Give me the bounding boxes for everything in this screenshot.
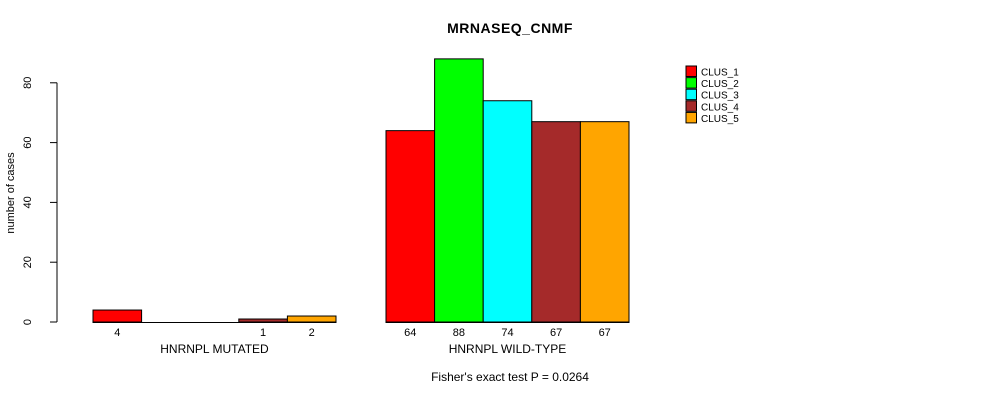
bar <box>579 121 630 323</box>
y-tick-label: 80 <box>22 77 34 89</box>
legend-label: CLUS_3 <box>701 91 739 102</box>
bar <box>238 318 288 323</box>
legend-label: CLUS_2 <box>701 79 739 90</box>
legend-swatch <box>685 77 697 89</box>
y-tick-label: 20 <box>22 256 34 268</box>
y-tick-label: 60 <box>22 136 34 148</box>
legend-label: CLUS_5 <box>701 114 739 125</box>
bar-value-label: 88 <box>453 327 465 339</box>
legend-swatch <box>685 100 697 112</box>
legend-label: CLUS_1 <box>701 68 739 79</box>
legend-label: CLUS_4 <box>701 102 739 113</box>
bar <box>482 100 533 323</box>
bar-value-label: 1 <box>260 327 266 339</box>
chart-title: MRNASEQ_CNMF <box>447 20 573 36</box>
fisher-test-annotation: Fisher's exact test P = 0.0264 <box>431 370 589 384</box>
bar <box>92 309 143 323</box>
y-tick-label: 0 <box>22 319 34 325</box>
y-axis-label: number of cases <box>5 152 17 234</box>
bar-value-label: 74 <box>501 327 513 339</box>
bar <box>286 315 337 323</box>
group-label: HNRNPL WILD-TYPE <box>449 342 567 356</box>
bar-value-label: 67 <box>550 327 562 339</box>
legend-swatch <box>685 111 697 124</box>
bar-value-label: 4 <box>114 327 120 339</box>
bar-value-label: 2 <box>309 327 315 339</box>
bar-value-label: 64 <box>404 327 416 339</box>
bar <box>434 58 484 323</box>
legend-swatch <box>685 65 697 77</box>
y-tick-label: 40 <box>22 196 34 208</box>
bar <box>385 130 436 323</box>
legend-swatch <box>685 88 697 101</box>
group-label: HNRNPL MUTATED <box>160 342 269 356</box>
bar-value-label: 67 <box>599 327 611 339</box>
bar <box>531 121 581 323</box>
